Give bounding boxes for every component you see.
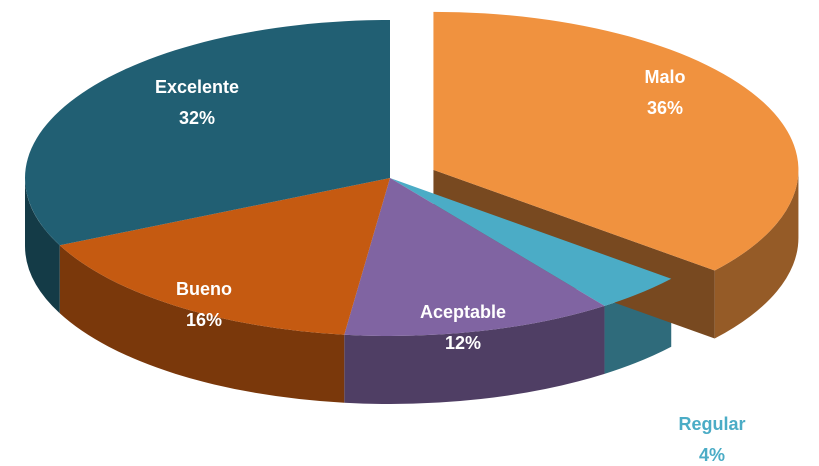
slice-label: Aceptable — [420, 302, 506, 322]
slice-value: 36% — [647, 98, 683, 118]
slice-label: Bueno — [176, 279, 232, 299]
slice-value: 32% — [179, 108, 215, 128]
slice-side — [59, 245, 345, 403]
pie-slice — [390, 178, 672, 306]
slice-value: 4% — [699, 445, 725, 465]
pie-slice — [59, 178, 390, 335]
pie-slice — [24, 20, 390, 246]
pie-slice — [433, 11, 799, 271]
slice-side — [344, 305, 605, 404]
slice-value: 16% — [186, 310, 222, 330]
slice-label: Regular — [678, 414, 745, 434]
slice-value: 12% — [445, 333, 481, 353]
slice-side — [714, 169, 799, 339]
slice-side — [25, 178, 60, 314]
pie-slice — [344, 178, 605, 336]
slice-label: Excelente — [155, 77, 239, 97]
slice-label: Malo — [644, 67, 685, 87]
